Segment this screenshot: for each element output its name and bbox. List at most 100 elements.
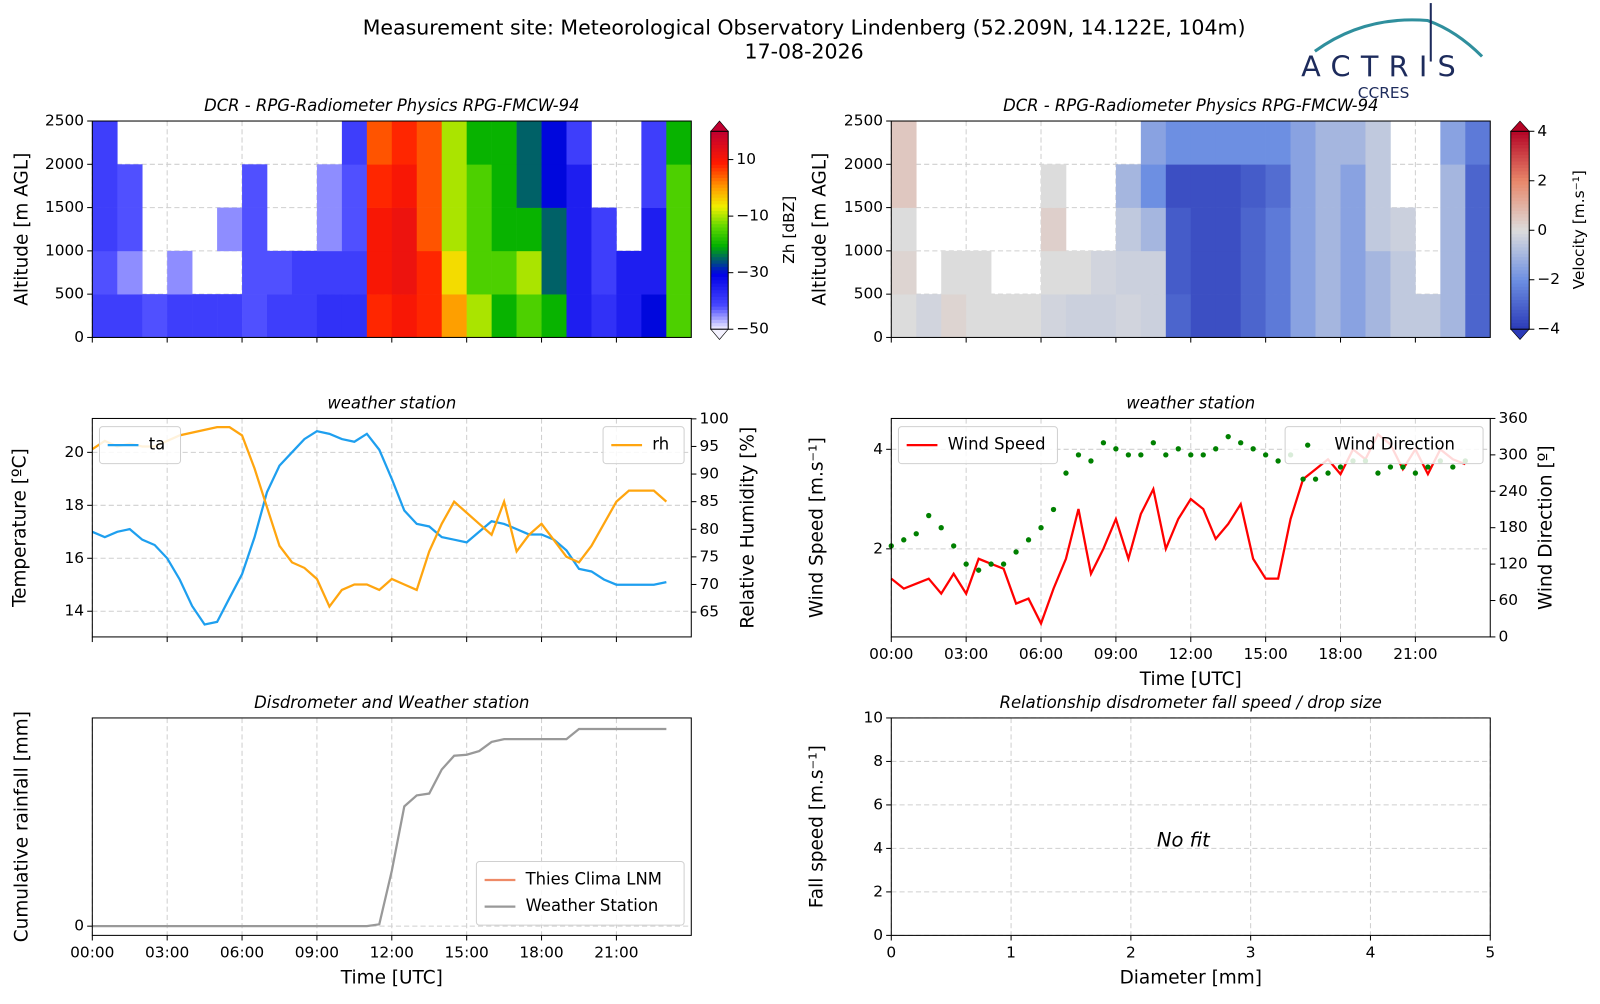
heatmap-cell xyxy=(1041,164,1067,208)
heatmap-cell xyxy=(341,164,368,208)
heatmap-cell xyxy=(1390,207,1416,252)
heatmap-cell xyxy=(1240,207,1266,252)
heatmap-cell xyxy=(167,294,193,338)
data-point xyxy=(1200,452,1206,458)
heatmap-cell xyxy=(1315,294,1341,338)
legend-label: ta xyxy=(149,435,166,454)
colorbar-label: Velocity [m.s⁻¹] xyxy=(1570,170,1588,289)
y-tick-label: 4 xyxy=(873,440,883,458)
heatmap-cell xyxy=(142,294,168,338)
heatmap-cell xyxy=(1041,250,1067,295)
colorbar-step xyxy=(710,157,729,162)
heatmap-cell xyxy=(1265,164,1291,208)
colorbar-step xyxy=(1510,220,1530,225)
heatmap-cell xyxy=(1240,250,1266,295)
heatmap-cell xyxy=(416,207,443,252)
colorbar-step xyxy=(710,174,729,178)
colorbar-step xyxy=(710,286,729,291)
y2-tick-label: 180 xyxy=(1498,518,1527,536)
heatmap-cell xyxy=(1290,121,1316,165)
heatmap-cell xyxy=(466,164,492,208)
x-tick-label: 18:00 xyxy=(1318,645,1362,663)
colorbar-step xyxy=(710,312,729,317)
y-tick-label: 2500 xyxy=(844,112,883,130)
heatmap-cell xyxy=(466,250,492,295)
colorbar-step xyxy=(710,141,729,145)
heatmap-cell xyxy=(1240,294,1266,338)
heatmap-cell xyxy=(441,207,467,252)
y-tick-label: 16 xyxy=(65,549,85,567)
heatmap-cell xyxy=(441,294,467,338)
annotation: No fit xyxy=(1157,829,1211,852)
y2-tick-label: 60 xyxy=(1498,591,1518,609)
x-tick-label: 03:00 xyxy=(145,943,189,961)
heatmap-cell xyxy=(566,121,592,165)
heatmap-cell xyxy=(616,294,642,338)
heatmap-cell xyxy=(891,121,917,165)
data-point xyxy=(1050,506,1057,513)
logo: ACTRIS CCRES xyxy=(1301,3,1484,102)
heatmap-cell xyxy=(1190,294,1217,338)
heatmap-cell xyxy=(1265,294,1291,338)
colorbar-step xyxy=(1510,236,1530,241)
colorbar-step xyxy=(1510,154,1530,159)
heatmap-cell xyxy=(267,250,293,295)
heatmap-cell xyxy=(1465,207,1491,252)
colorbar-extend xyxy=(710,120,729,132)
chart-title: weather station xyxy=(1126,394,1255,413)
heatmap-cell xyxy=(566,250,592,295)
data-point xyxy=(1275,458,1281,464)
colorbar-step xyxy=(1510,279,1530,284)
heatmap-cell xyxy=(666,121,692,165)
colorbar-tick-label: −30 xyxy=(736,263,768,281)
data-point xyxy=(1163,452,1169,458)
heatmap-cell xyxy=(491,207,517,252)
heatmap-cell xyxy=(1140,121,1167,165)
heatmap-cell xyxy=(1365,294,1391,338)
legend-label: rh xyxy=(652,435,669,454)
page-title: Measurement site: Meteorological Observa… xyxy=(363,16,1246,40)
colorbar: −50 −30 −10 10 Zh [dBZ] xyxy=(710,120,798,340)
data-point xyxy=(1425,464,1431,470)
colorbar-step xyxy=(710,243,729,248)
heatmap-cell xyxy=(1240,164,1266,208)
x-axis-label: Time [UTC] xyxy=(340,967,443,988)
colorbar-step xyxy=(710,217,729,221)
x-axis-label: Time [UTC] xyxy=(1139,669,1242,690)
heatmap-cell xyxy=(1440,164,1466,208)
colorbar-tick-label: −50 xyxy=(736,320,768,338)
heatmap-cell xyxy=(192,294,218,338)
heatmap-cell xyxy=(1115,207,1142,252)
colorbar-step xyxy=(710,213,729,218)
heatmap-cell xyxy=(1165,294,1192,338)
colorbar-step xyxy=(1510,151,1530,155)
colorbar-step xyxy=(1510,243,1530,248)
heatmap-cell xyxy=(641,164,667,208)
y-tick-label: 0 xyxy=(74,328,84,346)
y2-axis-label: Relative Humidity [%] xyxy=(738,427,759,629)
heatmap-cell xyxy=(1215,207,1241,252)
heatmap-cell xyxy=(916,294,942,338)
colorbar-step xyxy=(710,167,729,172)
heatmap-cell xyxy=(1290,250,1316,295)
legend: Wind Direction xyxy=(1284,426,1484,465)
colorbar-step xyxy=(1510,266,1530,271)
heatmap-cell xyxy=(1340,294,1366,338)
heatmap-cell xyxy=(1165,207,1192,252)
y-tick-label: 6 xyxy=(873,795,883,813)
colorbar-step xyxy=(1510,203,1530,208)
colorbar-step xyxy=(1510,233,1530,238)
heatmap-cell xyxy=(242,294,268,338)
panel: 14 16 18 20 65 70 75 80 85 90 95 100 weather station… xyxy=(10,394,759,643)
colorbar-step xyxy=(1510,273,1530,277)
heatmap-cell xyxy=(541,250,567,295)
colorbar-step xyxy=(710,220,729,225)
heatmap-cell xyxy=(1365,164,1391,208)
colorbar-step xyxy=(710,154,729,159)
legend-box xyxy=(98,426,182,465)
y2-tick-label: 95 xyxy=(699,437,719,455)
data-point xyxy=(1325,470,1331,476)
y-tick-label: 14 xyxy=(65,602,85,620)
colorbar-step xyxy=(1510,200,1530,205)
